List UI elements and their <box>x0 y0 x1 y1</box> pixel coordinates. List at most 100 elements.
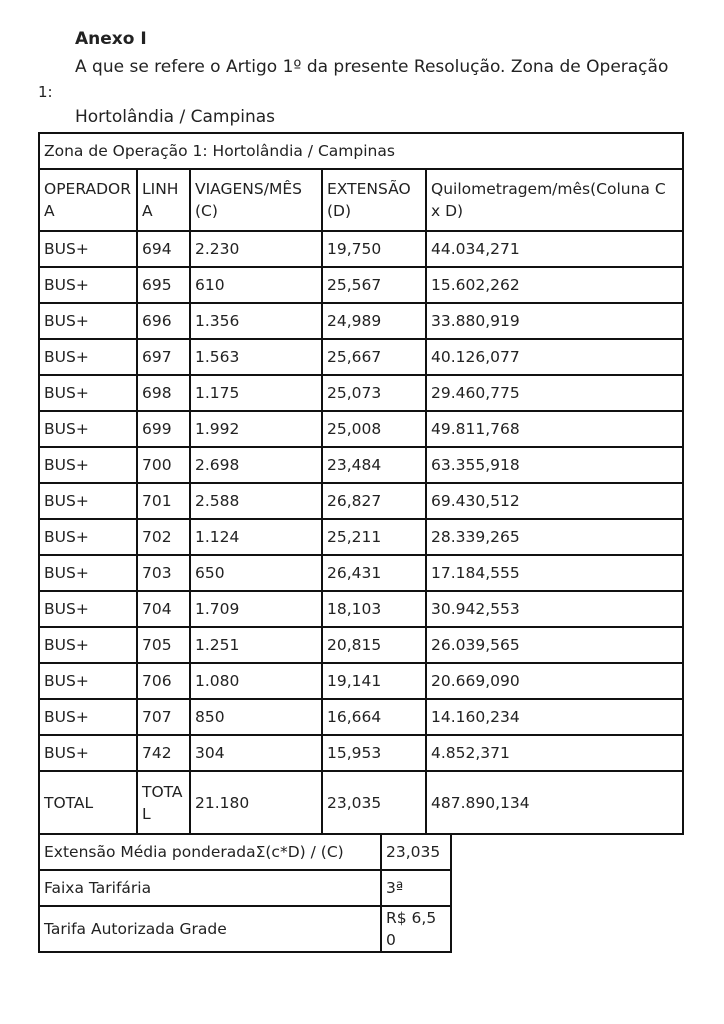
cell: 704 <box>136 590 191 628</box>
cell: 1.563 <box>189 338 323 376</box>
data-row: BUS+ 742 304 15,953 4.852,371 <box>38 734 684 772</box>
data-row: BUS+ 700 2.698 23,484 63.355,918 <box>38 446 684 484</box>
cell: TOTAL <box>136 770 191 835</box>
subtitle: Hortolândia / Campinas <box>75 107 276 127</box>
cell: 15.602,262 <box>425 266 684 304</box>
cell: BUS+ <box>38 266 138 304</box>
cell: 18,103 <box>321 590 427 628</box>
cell: 1.080 <box>189 662 323 700</box>
cell: 699 <box>136 410 191 448</box>
cell: 26,431 <box>321 554 427 592</box>
cell: 69.430,512 <box>425 482 684 520</box>
data-row: BUS+ 696 1.356 24,989 33.880,919 <box>38 302 684 340</box>
cell: 1.709 <box>189 590 323 628</box>
cell: 17.184,555 <box>425 554 684 592</box>
cell: 44.034,271 <box>425 230 684 268</box>
data-row: BUS+ 703 650 26,431 17.184,555 <box>38 554 684 592</box>
cell: 698 <box>136 374 191 412</box>
data-row: BUS+ 707 850 16,664 14.160,234 <box>38 698 684 736</box>
cell: 19,750 <box>321 230 427 268</box>
cell: 1.992 <box>189 410 323 448</box>
cell: 19,141 <box>321 662 427 700</box>
cell: 707 <box>136 698 191 736</box>
cell: 20,815 <box>321 626 427 664</box>
cell: 29.460,775 <box>425 374 684 412</box>
data-row: BUS+ 694 2.230 19,750 44.034,271 <box>38 230 684 268</box>
data-row: BUS+ 704 1.709 18,103 30.942,553 <box>38 590 684 628</box>
cell: 26,827 <box>321 482 427 520</box>
cell: 696 <box>136 302 191 340</box>
cell: Tarifa Autorizada Grade <box>38 905 382 953</box>
data-row: BUS+ 695 610 25,567 15.602,262 <box>38 266 684 304</box>
cell: 694 <box>136 230 191 268</box>
cell: 703 <box>136 554 191 592</box>
column-header: LINHA <box>136 168 191 232</box>
cell: 700 <box>136 446 191 484</box>
summary-row: Tarifa Autorizada Grade R$ 6,50 <box>38 905 452 953</box>
cell: BUS+ <box>38 554 138 592</box>
column-header: VIAGENS/MÊS (C) <box>189 168 323 232</box>
cell: 23,484 <box>321 446 427 484</box>
column-header: OPERADORA <box>38 168 138 232</box>
cell: 2.588 <box>189 482 323 520</box>
cell: 1.356 <box>189 302 323 340</box>
cell: 25,567 <box>321 266 427 304</box>
cell: 49.811,768 <box>425 410 684 448</box>
cell: BUS+ <box>38 590 138 628</box>
data-row: BUS+ 702 1.124 25,211 28.339,265 <box>38 518 684 556</box>
cell: 2.230 <box>189 230 323 268</box>
cell: 2.698 <box>189 446 323 484</box>
cell: R$ 6,50 <box>380 905 452 953</box>
cell: BUS+ <box>38 734 138 772</box>
column-header: EXTENSÃO (D) <box>321 168 427 232</box>
cell: 702 <box>136 518 191 556</box>
column-header: Quilometragem/mês(Coluna C x D) <box>425 168 684 232</box>
cell: 40.126,077 <box>425 338 684 376</box>
cell: 20.669,090 <box>425 662 684 700</box>
cell: Faixa Tarifária <box>38 869 382 907</box>
cell: 650 <box>189 554 323 592</box>
cell: 701 <box>136 482 191 520</box>
cell: BUS+ <box>38 518 138 556</box>
cell: BUS+ <box>38 662 138 700</box>
cell: 25,667 <box>321 338 427 376</box>
data-row: BUS+ 705 1.251 20,815 26.039,565 <box>38 626 684 664</box>
cell: 30.942,553 <box>425 590 684 628</box>
data-row: BUS+ 698 1.175 25,073 29.460,775 <box>38 374 684 412</box>
caption: Zona de Operação 1: Hortolândia / Campin… <box>38 132 684 170</box>
cell: 25,073 <box>321 374 427 412</box>
data-row: BUS+ 699 1.992 25,008 49.811,768 <box>38 410 684 448</box>
cell: BUS+ <box>38 626 138 664</box>
title: Anexo I <box>75 29 147 49</box>
cell: 14.160,234 <box>425 698 684 736</box>
cell: 28.339,265 <box>425 518 684 556</box>
data-row: BUS+ 706 1.080 19,141 20.669,090 <box>38 662 684 700</box>
caption-row: Zona de Operação 1: Hortolândia / Campin… <box>38 132 684 170</box>
cell: 3ª <box>380 869 452 907</box>
cell: 26.039,565 <box>425 626 684 664</box>
cell: BUS+ <box>38 698 138 736</box>
cell: 24,989 <box>321 302 427 340</box>
cell: BUS+ <box>38 338 138 376</box>
total-row: TOTAL TOTAL 21.180 23,035 487.890,134 <box>38 770 684 835</box>
cell: TOTAL <box>38 770 138 835</box>
cell: 63.355,918 <box>425 446 684 484</box>
cell: BUS+ <box>38 230 138 268</box>
cell: 705 <box>136 626 191 664</box>
header-row: OPERADORA LINHA VIAGENS/MÊS (C) EXTENSÃO (D… <box>38 168 684 232</box>
cell: 610 <box>189 266 323 304</box>
summary-table: Extensão Média ponderadaΣ(c*D) / (C) 23,0… <box>38 833 452 953</box>
cell: 4.852,371 <box>425 734 684 772</box>
intro-cont: 1: <box>38 83 53 101</box>
cell: 15,953 <box>321 734 427 772</box>
summary-row: Faixa Tarifária 3ª <box>38 869 452 907</box>
cell: 742 <box>136 734 191 772</box>
cell: Extensão Média ponderadaΣ(c*D) / (C) <box>38 833 382 871</box>
cell: BUS+ <box>38 482 138 520</box>
cell: 25,008 <box>321 410 427 448</box>
data-table: Zona de Operação 1: Hortolândia / Campin… <box>38 132 684 835</box>
cell: 487.890,134 <box>425 770 684 835</box>
cell: BUS+ <box>38 374 138 412</box>
cell: 1.251 <box>189 626 323 664</box>
